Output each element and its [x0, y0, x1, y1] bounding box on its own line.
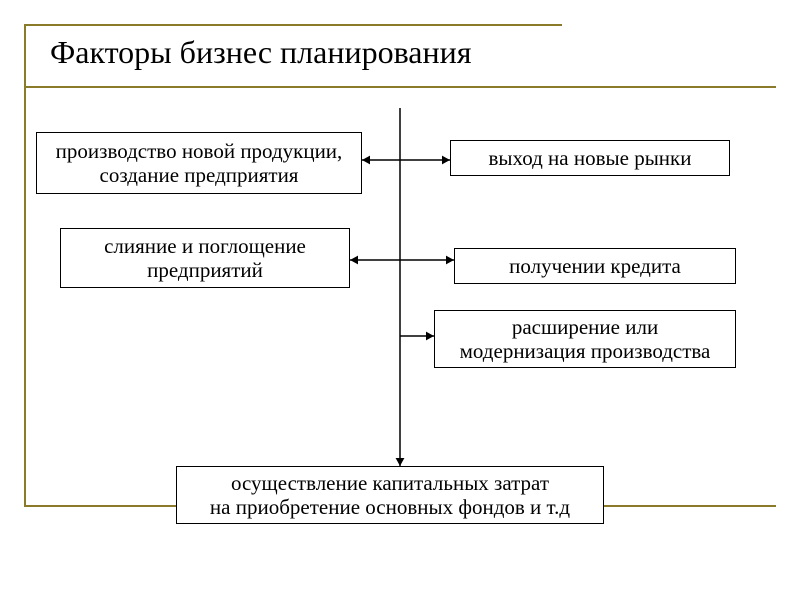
box-production: производство новой продукции,создание пр…: [36, 132, 362, 194]
title-rule: [24, 86, 776, 88]
box-capex: осуществление капитальных затратна приоб…: [176, 466, 604, 524]
box-merger: слияние и поглощениепредприятий: [60, 228, 350, 288]
box-label: получении кредита: [509, 254, 681, 278]
box-credit: получении кредита: [454, 248, 736, 284]
box-label: производство новой продукции,создание пр…: [56, 139, 343, 187]
box-label: осуществление капитальных затратна приоб…: [210, 471, 570, 519]
box-label: слияние и поглощениепредприятий: [104, 234, 306, 282]
box-new-markets: выход на новые рынки: [450, 140, 730, 176]
frame-left: [24, 24, 26, 505]
page-title: Факторы бизнес планирования: [50, 34, 471, 71]
box-expansion: расширение илимодернизация производства: [434, 310, 736, 368]
box-label: расширение илимодернизация производства: [460, 315, 711, 363]
frame-top: [24, 24, 562, 26]
box-label: выход на новые рынки: [489, 146, 692, 170]
